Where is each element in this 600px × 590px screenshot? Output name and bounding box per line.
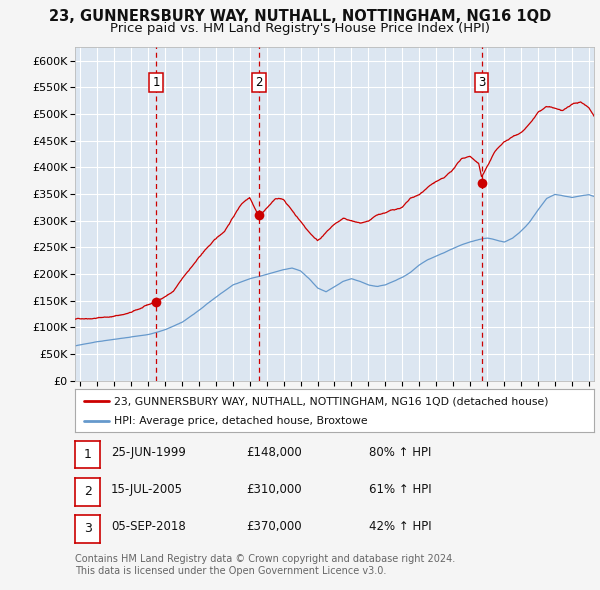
Text: 1: 1 [83,448,92,461]
Text: HPI: Average price, detached house, Broxtowe: HPI: Average price, detached house, Brox… [114,417,368,426]
Text: 23, GUNNERSBURY WAY, NUTHALL, NOTTINGHAM, NG16 1QD: 23, GUNNERSBURY WAY, NUTHALL, NOTTINGHAM… [49,9,551,24]
Text: 2: 2 [255,76,263,88]
Text: 3: 3 [478,76,485,88]
Text: 05-SEP-2018: 05-SEP-2018 [111,520,186,533]
Text: This data is licensed under the Open Government Licence v3.0.: This data is licensed under the Open Gov… [75,566,386,575]
Text: 23, GUNNERSBURY WAY, NUTHALL, NOTTINGHAM, NG16 1QD (detached house): 23, GUNNERSBURY WAY, NUTHALL, NOTTINGHAM… [114,396,548,407]
Text: 3: 3 [83,522,92,536]
Text: 42% ↑ HPI: 42% ↑ HPI [369,520,431,533]
Text: £148,000: £148,000 [246,445,302,459]
Text: 15-JUL-2005: 15-JUL-2005 [111,483,183,496]
Text: 1: 1 [152,76,160,88]
Text: 61% ↑ HPI: 61% ↑ HPI [369,483,431,496]
Text: 80% ↑ HPI: 80% ↑ HPI [369,445,431,459]
Text: 25-JUN-1999: 25-JUN-1999 [111,445,186,459]
Text: £370,000: £370,000 [246,520,302,533]
Text: Contains HM Land Registry data © Crown copyright and database right 2024.: Contains HM Land Registry data © Crown c… [75,555,455,564]
Text: 2: 2 [83,485,92,499]
Text: £310,000: £310,000 [246,483,302,496]
Text: Price paid vs. HM Land Registry's House Price Index (HPI): Price paid vs. HM Land Registry's House … [110,22,490,35]
